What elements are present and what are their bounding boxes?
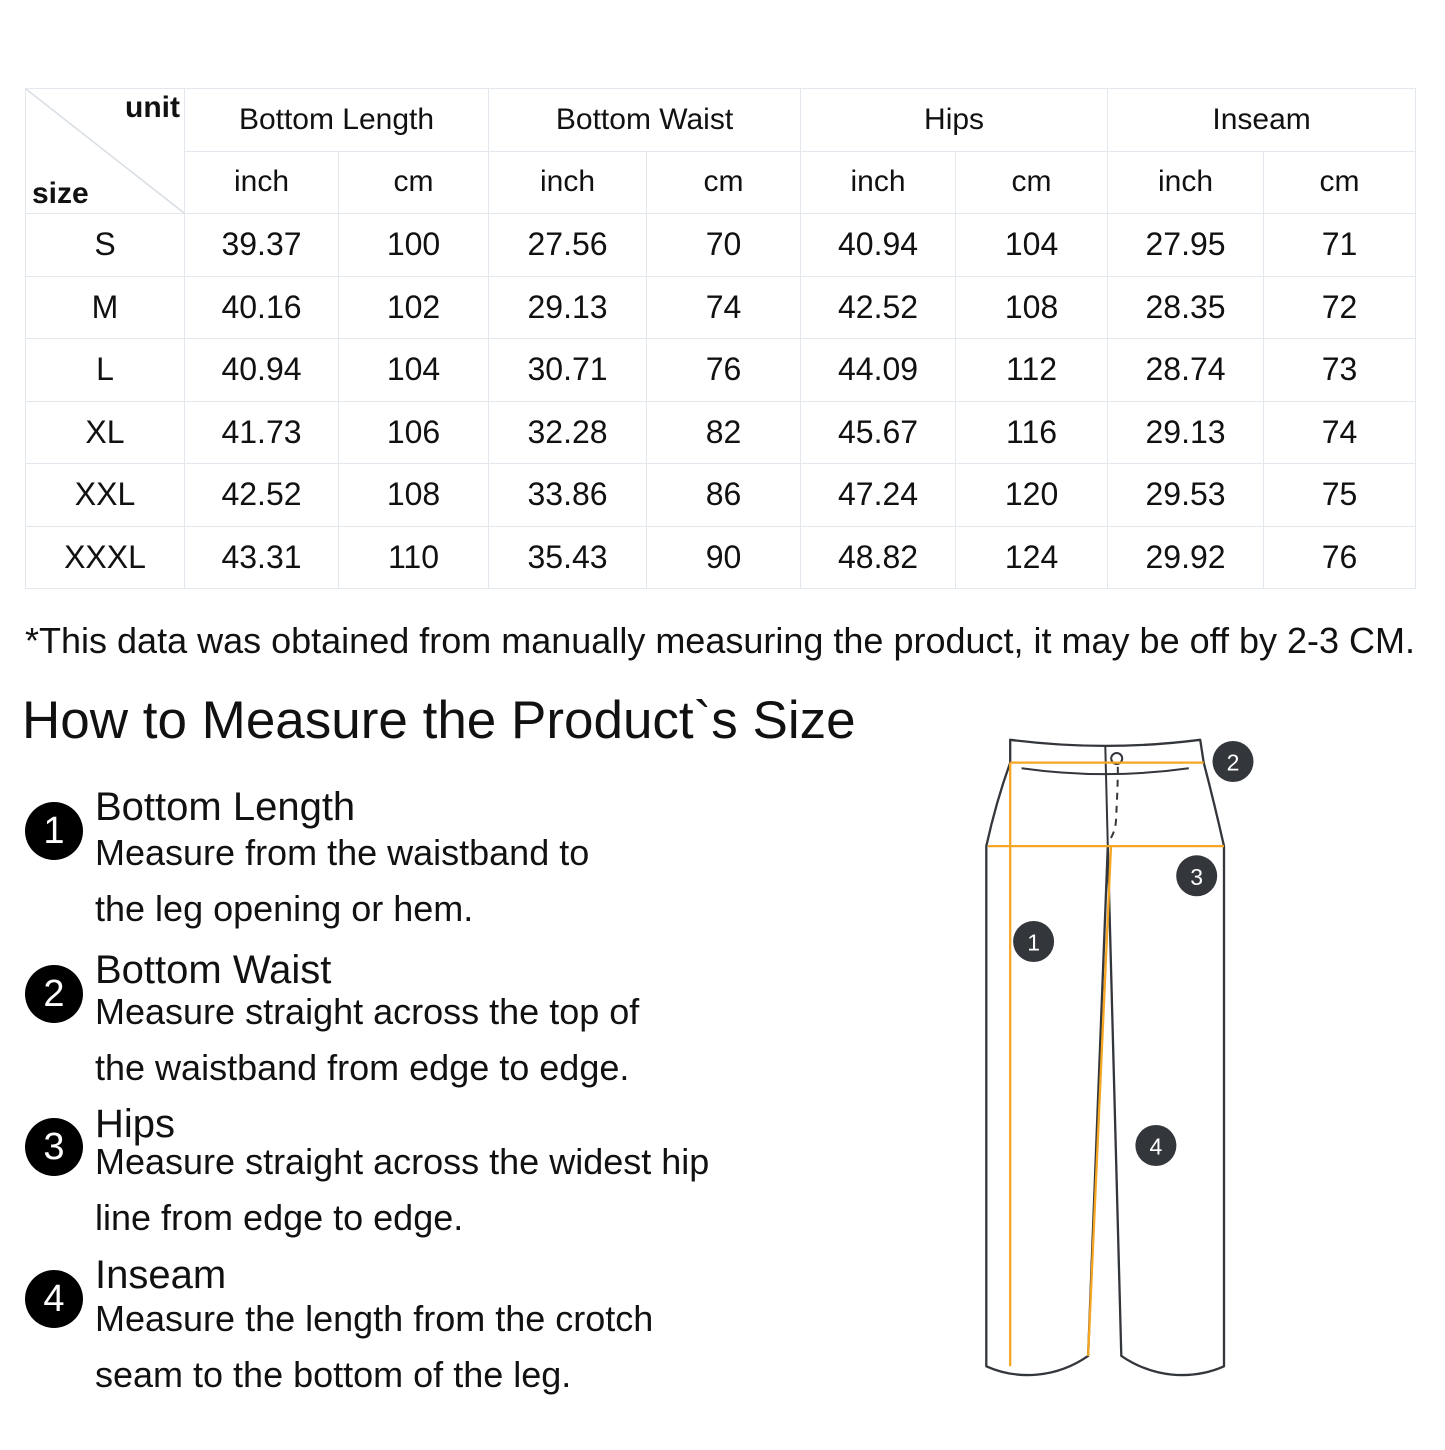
svg-text:1: 1 <box>1027 930 1040 956</box>
svg-text:3: 3 <box>1190 864 1203 890</box>
svg-text:4: 4 <box>1150 1134 1163 1160</box>
svg-text:2: 2 <box>1227 750 1240 776</box>
